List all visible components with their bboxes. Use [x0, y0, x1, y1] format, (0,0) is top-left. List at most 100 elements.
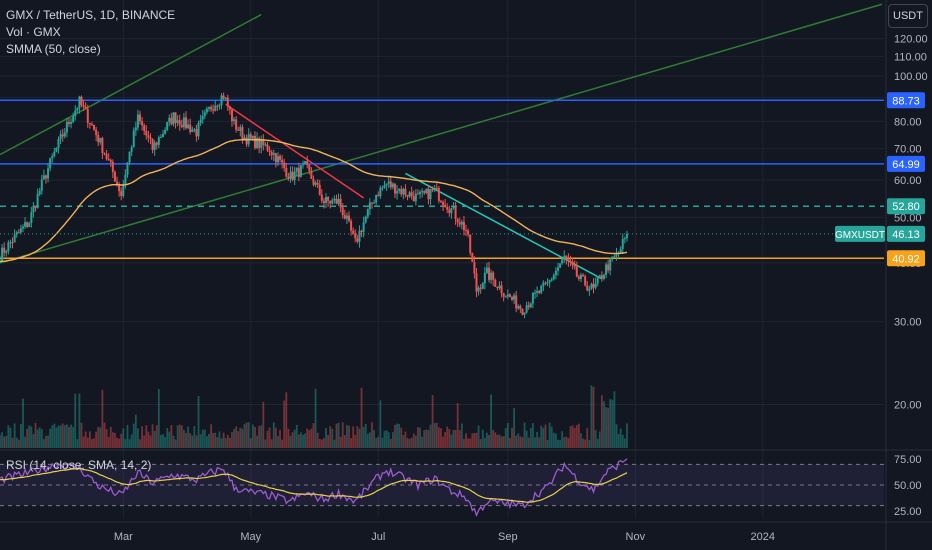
volume-bar: [262, 401, 265, 448]
candle-body: [356, 238, 359, 242]
candle-body: [563, 255, 566, 259]
candle-body: [220, 95, 223, 106]
volume-bar: [260, 425, 263, 448]
candle-body: [508, 294, 511, 298]
candle-body: [130, 147, 133, 152]
volume-bar: [86, 437, 89, 448]
rsi-legend[interactable]: RSI (14, close, SMA, 14, 2): [6, 458, 152, 472]
volume-bar: [168, 431, 171, 448]
candle-body: [496, 286, 499, 289]
volume-bar: [310, 428, 313, 448]
candle-body: [237, 129, 240, 131]
candle-body: [312, 178, 315, 185]
volume-bar: [40, 429, 43, 448]
volume-bar: [74, 393, 77, 448]
candle-body: [575, 266, 578, 277]
volume-bar: [189, 433, 192, 448]
candle-body: [99, 137, 102, 143]
candle-body: [207, 106, 210, 109]
volume-bar: [297, 434, 300, 448]
volume-bar: [226, 435, 229, 448]
volume-bar: [91, 439, 93, 448]
volume-bar: [617, 433, 620, 448]
volume-bar: [155, 425, 158, 448]
volume-bar: [130, 434, 133, 448]
candle-body: [462, 221, 465, 231]
candle-body: [327, 196, 330, 201]
candle-body: [387, 181, 390, 184]
candle-body: [609, 257, 612, 271]
volume-bar: [369, 432, 371, 448]
volume-bar: [279, 429, 281, 448]
level-badge: [887, 92, 925, 109]
volume-bar: [126, 424, 129, 448]
candle-body: [90, 124, 93, 126]
volume-bar: [70, 424, 72, 448]
volume-bar: [1, 432, 3, 448]
candle-body: [279, 156, 282, 160]
volume-bar: [274, 427, 277, 448]
candle-body: [625, 233, 628, 239]
volume-bar: [302, 434, 304, 448]
candle-body: [404, 188, 407, 195]
candle-body: [51, 156, 54, 159]
volume-bar: [287, 428, 290, 448]
candle-body: [84, 106, 87, 109]
volume-bar: [396, 423, 398, 448]
volume-bar: [588, 439, 591, 448]
volume-legend[interactable]: Vol · GMX: [6, 25, 61, 39]
volume-bar: [270, 439, 273, 448]
candle-body: [13, 234, 16, 243]
volume-bar: [525, 430, 528, 448]
volume-bar: [61, 423, 64, 448]
volume-bar: [421, 436, 424, 448]
currency-button[interactable]: USDT: [888, 4, 928, 28]
volume-bar: [272, 422, 275, 448]
candle-body: [502, 293, 505, 297]
volume-bar: [105, 429, 108, 448]
volume-bar: [605, 407, 607, 448]
candle-body: [105, 153, 108, 159]
volume-bar: [488, 435, 490, 448]
volume-bar: [170, 425, 173, 448]
candle-body: [550, 279, 553, 281]
volume-bar: [210, 424, 212, 448]
candle-body: [471, 252, 474, 262]
candle-body: [540, 285, 543, 293]
smma-legend[interactable]: SMMA (50, close): [6, 42, 101, 56]
volume-bar: [111, 432, 114, 448]
candle-body: [266, 144, 269, 151]
candle-body: [517, 305, 520, 309]
volume-bar: [254, 426, 256, 448]
volume-bar: [454, 430, 457, 448]
volume-bar: [623, 438, 626, 448]
volume-bar: [406, 437, 409, 448]
volume-bar: [523, 422, 526, 448]
volume-bar: [224, 438, 227, 448]
volume-bar: [26, 428, 29, 448]
candle-body: [586, 285, 589, 291]
candle-body: [57, 138, 60, 148]
candle-body: [139, 114, 142, 122]
candle-body: [613, 256, 616, 258]
volume-bar: [394, 425, 396, 448]
candle-body: [174, 112, 177, 123]
symbol-legend[interactable]: GMX / TetherUS, 1D, BINANCE: [6, 8, 176, 22]
candle-body: [122, 184, 125, 196]
candle-body: [500, 285, 503, 294]
candle-body: [320, 194, 323, 201]
candle-body: [132, 130, 135, 148]
candle-body: [615, 252, 618, 257]
candle-body: [373, 202, 376, 204]
volume-bar: [375, 438, 378, 448]
candle-body: [559, 263, 562, 268]
volume-bar: [145, 425, 148, 448]
volume-bar: [475, 432, 478, 448]
candle-body: [80, 96, 83, 106]
candle-body: [427, 188, 430, 200]
candle-body: [176, 120, 179, 123]
candle-body: [325, 196, 328, 203]
volume-bar: [143, 435, 146, 448]
last-price-badge: [887, 225, 925, 242]
